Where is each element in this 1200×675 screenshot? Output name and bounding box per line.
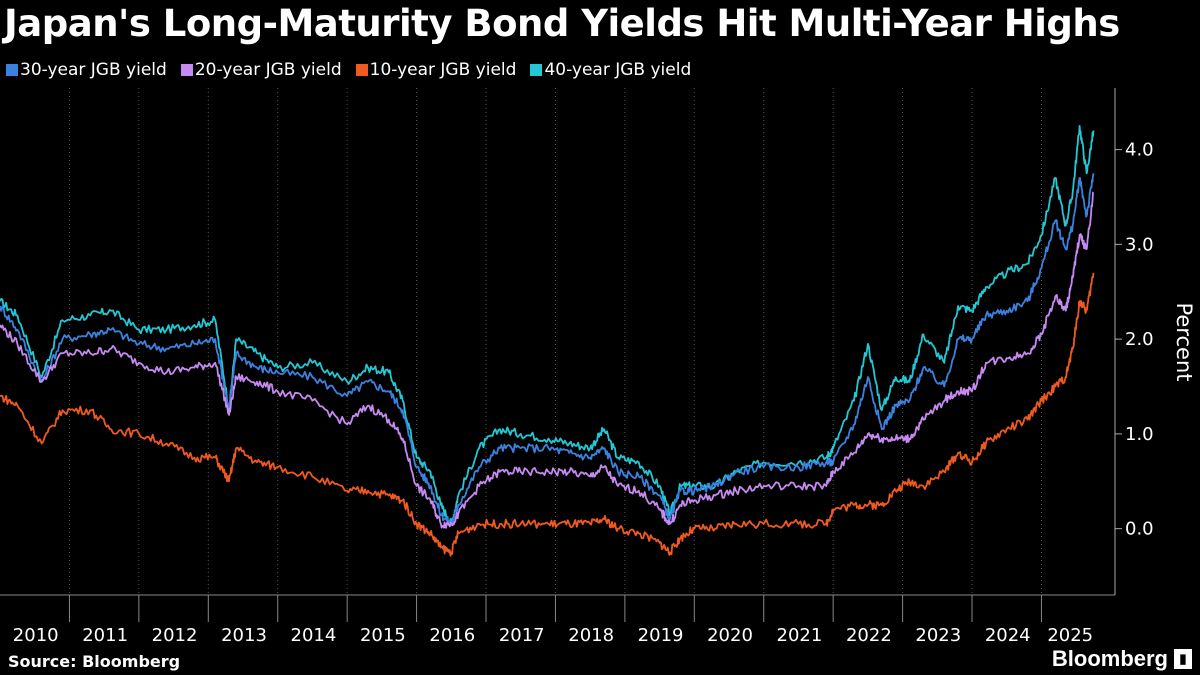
x-tick-label: 2010 [13, 625, 59, 646]
series-line-10y [0, 272, 1095, 557]
legend-item-30y: 30-year JGB yield [6, 60, 167, 80]
x-tick-label: 2018 [568, 625, 614, 646]
legend-label-20y: 20-year JGB yield [194, 60, 342, 80]
x-tick-label: 2025 [1047, 625, 1093, 646]
legend-label-30y: 30-year JGB yield [20, 60, 167, 80]
y-tick-label: 2.0 [1125, 329, 1154, 350]
series-line-20y [0, 191, 1094, 529]
x-tick-label: 2022 [846, 625, 892, 646]
legend-item-10y: 10-year JGB yield [355, 60, 517, 80]
x-tick-label: 2014 [291, 625, 337, 646]
x-tick-label: 2016 [429, 625, 475, 646]
series-line-30y [0, 173, 1095, 526]
source-note: Source: Bloomberg [8, 652, 181, 671]
x-tick-label: 2012 [152, 625, 198, 646]
x-tick-label: 2017 [499, 625, 545, 646]
legend-label-10y: 10-year JGB yield [369, 60, 517, 80]
legend-item-40y: 40-year JGB yield [530, 60, 691, 80]
series-line-40y [0, 125, 1095, 525]
bloomberg-logo-icon: ▮ [1174, 649, 1192, 669]
legend-label-40y: 40-year JGB yield [544, 60, 692, 80]
legend-swatch-20y [180, 64, 193, 76]
x-tick-label: 2013 [221, 625, 267, 646]
x-tick-label: 2021 [777, 625, 823, 646]
y-tick-label: 0.0 [1125, 519, 1154, 540]
legend: 30-year JGB yield 20-year JGB yield 10-y… [6, 60, 691, 80]
legend-item-20y: 20-year JGB yield [180, 60, 342, 80]
y-tick-label: 1.0 [1125, 424, 1154, 445]
x-tick-label: 2023 [915, 625, 961, 646]
x-tick-label: 2011 [82, 625, 128, 646]
x-tick-label: 2019 [638, 625, 684, 646]
brand-name: Bloomberg [1051, 646, 1168, 671]
legend-swatch-30y [6, 64, 18, 76]
y-tick-label: 4.0 [1125, 140, 1154, 161]
x-tick-label: 2015 [360, 625, 406, 646]
brand-logo: Bloomberg ▮ [1052, 646, 1192, 672]
legend-swatch-40y [530, 64, 543, 76]
x-tick-label: 2024 [985, 625, 1031, 646]
y-tick-label: 3.0 [1125, 234, 1154, 255]
legend-swatch-10y [355, 64, 368, 76]
y-axis-label: Percent [1172, 302, 1196, 381]
chart-title: Japan's Long-Maturity Bond Yields Hit Mu… [4, 2, 1120, 45]
x-tick-label: 2020 [707, 625, 753, 646]
